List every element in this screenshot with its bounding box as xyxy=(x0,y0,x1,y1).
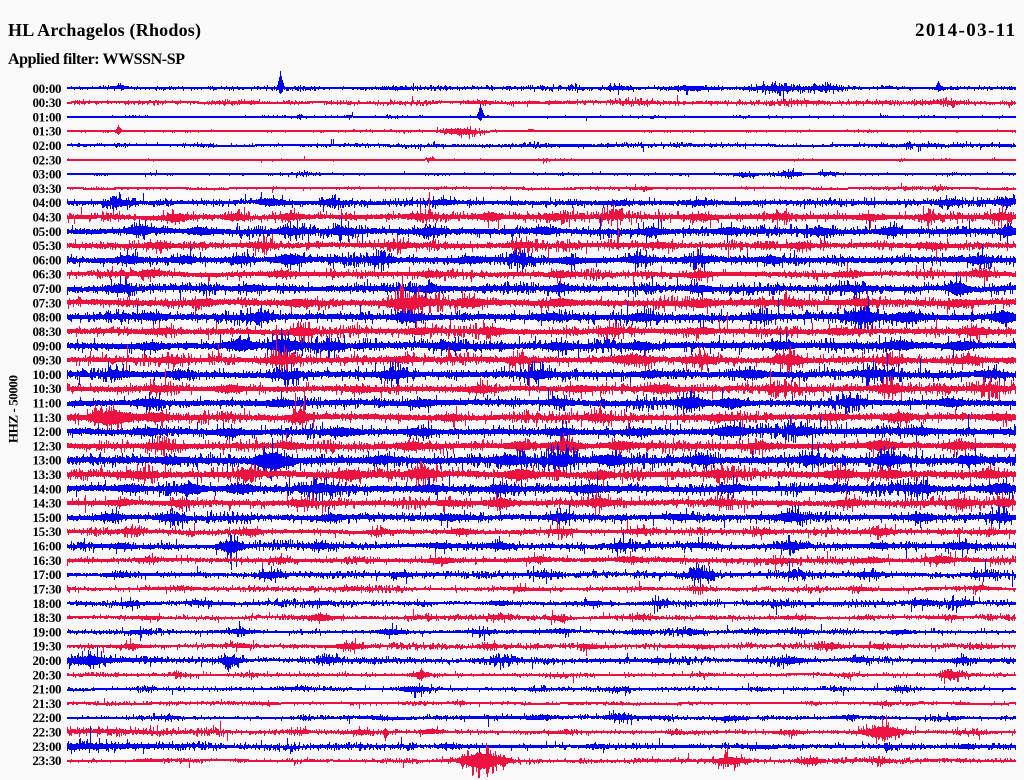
svg-text:01:30: 01:30 xyxy=(33,124,62,139)
svg-text:09:30: 09:30 xyxy=(33,353,62,368)
svg-text:03:00: 03:00 xyxy=(33,167,62,182)
svg-text:20:00: 20:00 xyxy=(33,653,62,668)
svg-text:11:30: 11:30 xyxy=(33,410,62,425)
svg-text:17:30: 17:30 xyxy=(33,582,62,597)
svg-text:16:00: 16:00 xyxy=(33,539,62,554)
svg-text:17:00: 17:00 xyxy=(33,567,62,582)
svg-text:16:30: 16:30 xyxy=(33,553,62,568)
svg-text:08:30: 08:30 xyxy=(33,324,62,339)
svg-text:13:00: 13:00 xyxy=(33,453,62,468)
svg-text:04:00: 04:00 xyxy=(33,195,62,210)
svg-text:06:30: 06:30 xyxy=(33,267,62,282)
svg-text:10:30: 10:30 xyxy=(33,381,62,396)
svg-text:09:00: 09:00 xyxy=(33,338,62,353)
svg-text:08:00: 08:00 xyxy=(33,310,62,325)
svg-text:HL Archagelos (Rhodos): HL Archagelos (Rhodos) xyxy=(8,20,201,41)
svg-text:18:30: 18:30 xyxy=(33,610,62,625)
svg-text:19:30: 19:30 xyxy=(33,639,62,654)
svg-text:15:00: 15:00 xyxy=(33,510,62,525)
svg-text:12:00: 12:00 xyxy=(33,424,62,439)
svg-text:22:30: 22:30 xyxy=(33,725,62,740)
svg-text:03:30: 03:30 xyxy=(33,181,62,196)
svg-text:20:30: 20:30 xyxy=(33,667,62,682)
svg-text:HHZ - 50000: HHZ - 50000 xyxy=(6,375,21,443)
svg-text:21:30: 21:30 xyxy=(33,696,62,711)
svg-text:11:00: 11:00 xyxy=(33,396,62,411)
svg-text:22:00: 22:00 xyxy=(33,710,62,725)
svg-text:23:30: 23:30 xyxy=(33,753,62,768)
svg-text:07:00: 07:00 xyxy=(33,281,62,296)
svg-text:04:30: 04:30 xyxy=(33,210,62,225)
svg-text:07:30: 07:30 xyxy=(33,295,62,310)
svg-text:10:00: 10:00 xyxy=(33,367,62,382)
svg-text:19:00: 19:00 xyxy=(33,624,62,639)
svg-text:18:00: 18:00 xyxy=(33,596,62,611)
svg-text:13:30: 13:30 xyxy=(33,467,62,482)
svg-text:15:30: 15:30 xyxy=(33,524,62,539)
svg-text:21:00: 21:00 xyxy=(33,682,62,697)
svg-text:02:30: 02:30 xyxy=(33,152,62,167)
svg-text:00:30: 00:30 xyxy=(33,95,62,110)
svg-text:05:00: 05:00 xyxy=(33,224,62,239)
svg-text:01:00: 01:00 xyxy=(33,109,62,124)
svg-text:02:00: 02:00 xyxy=(33,138,62,153)
svg-text:14:30: 14:30 xyxy=(33,496,62,511)
svg-text:06:00: 06:00 xyxy=(33,252,62,267)
svg-text:23:00: 23:00 xyxy=(33,739,62,754)
svg-text:00:00: 00:00 xyxy=(33,81,62,96)
svg-text:Applied filter: WWSSN-SP: Applied filter: WWSSN-SP xyxy=(8,51,185,68)
svg-text:12:30: 12:30 xyxy=(33,438,62,453)
svg-text:14:00: 14:00 xyxy=(33,481,62,496)
svg-text:05:30: 05:30 xyxy=(33,238,62,253)
